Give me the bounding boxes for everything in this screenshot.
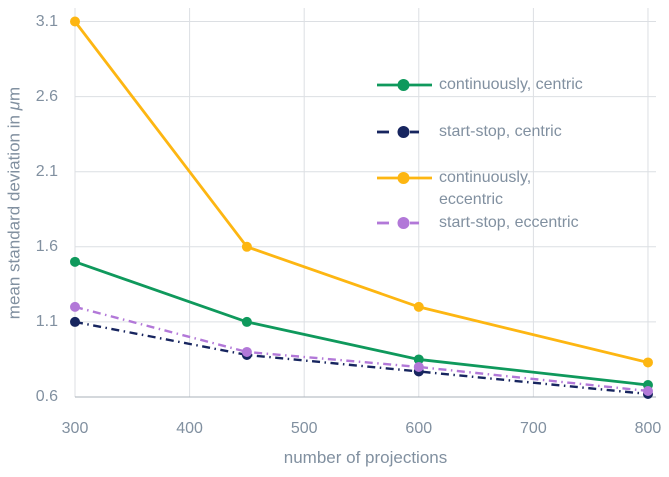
legend-item-start-stop-eccentric: start-stop, eccentric [377,212,579,234]
legend-marker [397,217,410,229]
mu-symbol: μ [4,101,24,111]
y-tick-label: 2.1 [35,162,58,180]
data-point-2-2 [413,301,424,312]
legend-item-continuously-centric: continuously, centric [377,74,583,96]
legend-swatch-start-stop-centric [377,126,419,138]
legend-marker [397,79,410,91]
legend-swatch-continuously-centric [377,79,432,91]
y-axis-title-unit: m [4,86,24,101]
legend-label-continuously-eccentric: continuously, eccentric [439,167,531,211]
data-point-0-2 [413,354,424,365]
x-tick-label: 300 [61,420,89,437]
legend-label-line: continuously, centric [439,76,583,93]
y-axis-title: mean standard deviation in μm [4,9,26,398]
x-tick-label: 600 [405,420,433,437]
x-axis-title: number of projections [75,447,656,469]
legend-item-start-stop-centric: start-stop, centric [377,121,562,143]
legend-label-line: start-stop, eccentric [439,214,579,231]
data-point-2-1 [241,241,252,252]
series-line-3 [74,305,649,393]
x-tick-label: 700 [520,420,547,437]
data-point-3-1 [241,346,252,357]
data-point-0-0 [70,256,80,267]
y-tick-label: 2.6 [35,87,58,105]
data-point-0-1 [241,316,252,327]
legend-label-start-stop-centric: start-stop, centric [439,121,562,143]
legend-swatch-continuously-eccentric [377,172,432,184]
series-line-1 [74,320,649,396]
y-axis-title-text: mean standard deviation in [4,110,24,320]
legend-item-continuously-eccentric: continuously, eccentric [377,167,531,211]
y-tick-label: 0.6 [35,388,58,405]
data-point-3-3 [642,385,653,396]
legend-marker [397,172,410,184]
legend-label-line: start-stop, centric [439,123,562,140]
x-tick-label: 800 [634,420,662,437]
y-tick-label: 1.1 [35,312,58,330]
data-point-3-2 [413,361,424,372]
legend-label-line: eccentric [439,191,504,208]
series-line-0 [74,260,649,387]
x-axis-title-text: number of projections [283,448,448,467]
legend-label-continuously-centric: continuously, centric [439,74,583,96]
legend-label-start-stop-eccentric: start-stop, eccentric [439,212,579,234]
legend-swatch-start-stop-eccentric [377,217,419,229]
y-tick-label: 3.1 [35,12,58,30]
data-point-3-0 [70,301,80,312]
y-tick-label: 1.6 [35,237,58,255]
x-tick-label: 500 [290,420,318,437]
legend-label-line: continuously, [439,169,532,186]
x-tick-label: 400 [176,420,203,437]
data-point-1-0 [70,316,80,327]
data-point-2-3 [642,357,653,368]
data-point-2-0 [70,16,80,27]
series-line-2 [73,20,649,364]
legend-marker [397,126,410,138]
